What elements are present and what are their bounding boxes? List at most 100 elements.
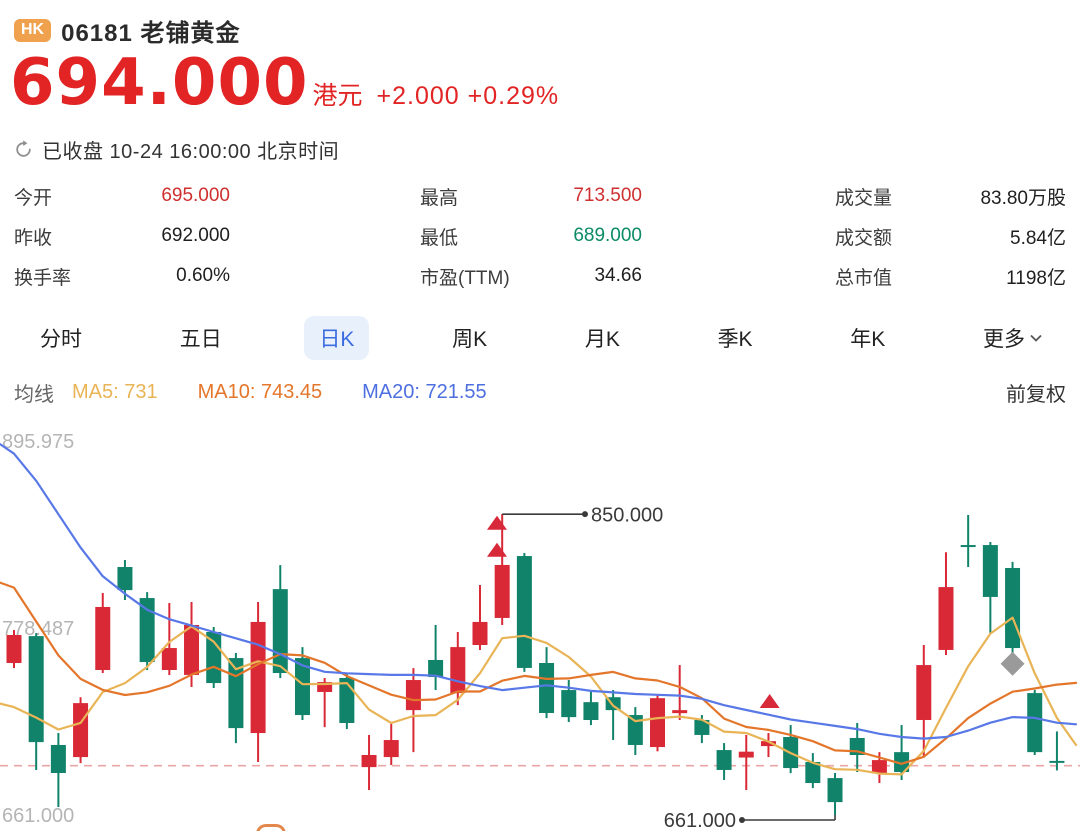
candle xyxy=(361,734,377,791)
stat-value: 695.000 xyxy=(161,185,230,206)
candle xyxy=(650,694,666,752)
tab-label: 分时 xyxy=(40,328,82,351)
tab-分时[interactable]: 分时 xyxy=(25,316,97,360)
titlebar: HK 06181 老铺黄金 xyxy=(14,13,241,48)
price-row: 694.000 港元 +2.000 +0.29% xyxy=(10,49,560,117)
tab-label: 五日 xyxy=(179,328,222,351)
ma-legend-row: 均线 MA5: 731 MA10: 743.45 MA20: 721.55 前复… xyxy=(14,376,1066,408)
candle xyxy=(28,633,44,770)
triangle-up-marker xyxy=(486,515,507,530)
candle xyxy=(428,624,444,691)
stat-value: 0.60% xyxy=(176,265,230,286)
tab-年K[interactable]: 年K xyxy=(835,316,900,360)
tab-季K[interactable]: 季K xyxy=(703,316,768,360)
candlestick-chart[interactable]: 895.975 778.487 661.000 850.000 661.000 xyxy=(0,420,1080,831)
stat-row: 昨收 692.000 xyxy=(14,216,230,256)
ma-legend-title: 均线 xyxy=(14,383,54,406)
candle xyxy=(827,772,843,816)
candle xyxy=(516,553,532,672)
tab-日K[interactable]: 日K xyxy=(304,316,370,360)
y-axis-label: 895.975 xyxy=(2,431,74,453)
status-row: 已收盘 10-24 16:00:00 北京时间 xyxy=(14,135,339,164)
stat-row: 换手率 0.60% xyxy=(14,256,230,296)
candle xyxy=(472,585,488,650)
stat-label: 换手率 xyxy=(14,267,72,289)
diamond-marker xyxy=(1000,651,1025,676)
candle xyxy=(494,514,510,625)
ma10-legend: MA10: 743.45 xyxy=(197,380,323,403)
y-axis-label: 778.487 xyxy=(2,618,74,640)
period-tabs: 分时 五日 日K 周K 月K 季K 年K 更多 xyxy=(25,314,1058,362)
price-change: +2.000 +0.29% xyxy=(376,82,560,110)
candle xyxy=(783,725,799,774)
candle xyxy=(760,733,776,758)
chevron-down-icon xyxy=(1030,334,1042,342)
candle xyxy=(405,668,421,753)
candle xyxy=(805,753,821,789)
candle xyxy=(738,734,754,791)
ma20-legend: MA20: 721.55 xyxy=(362,380,487,403)
candle xyxy=(1049,731,1065,771)
price-annotation: 661.000 xyxy=(664,810,836,831)
stat-label: 总市值 xyxy=(835,267,893,289)
tab-月K[interactable]: 月K xyxy=(570,316,635,360)
candle xyxy=(184,602,200,688)
ma10-line xyxy=(0,581,1078,765)
ma5-legend: MA5: 731 xyxy=(72,380,158,403)
svg-text:850.000: 850.000 xyxy=(591,505,663,527)
candle xyxy=(716,743,732,780)
stat-label: 成交量 xyxy=(835,187,893,209)
candle xyxy=(672,665,688,720)
stat-value: 83.80万股 xyxy=(980,187,1066,209)
candle xyxy=(161,602,177,675)
adjust-mode-toggle[interactable]: 前复权 xyxy=(1006,383,1066,406)
stat-value: 5.84亿 xyxy=(1010,227,1066,249)
tab-label: 周K xyxy=(452,328,488,351)
chart-canvas: 895.975 778.487 661.000 850.000 661.000 xyxy=(0,431,1080,831)
candle xyxy=(539,647,555,719)
candle xyxy=(960,514,976,568)
stats-column-right: 成交量 83.80万股成交额 5.84亿总市值 1198亿 xyxy=(835,176,1066,296)
candle xyxy=(139,592,155,671)
market-status: 已收盘 10-24 16:00:00 北京时间 xyxy=(42,141,340,163)
candle xyxy=(938,552,954,656)
stat-label: 今开 xyxy=(14,187,53,209)
candle xyxy=(6,630,22,669)
stat-row: 成交额 5.84亿 xyxy=(835,216,1066,256)
stat-row: 最低 689.000 xyxy=(420,216,642,256)
stat-row: 最高 713.500 xyxy=(420,176,642,216)
triangle-up-marker xyxy=(486,542,507,557)
stat-value: 689.000 xyxy=(573,225,642,246)
stock-code-name: 06181 老铺黄金 xyxy=(61,20,241,47)
candle xyxy=(95,592,111,674)
stats-column-middle: 最高 713.500 最低 689.000 市盈(TTM) 34.66 xyxy=(420,176,642,296)
stat-label: 昨收 xyxy=(14,227,53,249)
candle xyxy=(1027,690,1043,756)
stat-value: 692.000 xyxy=(161,225,230,246)
tab-label: 季K xyxy=(717,328,753,351)
stat-label: 最高 xyxy=(420,187,459,209)
candle xyxy=(206,627,222,688)
stat-value: 1198亿 xyxy=(1006,267,1066,289)
tab-label: 更多 xyxy=(983,328,1025,351)
tab-label: 日K xyxy=(319,328,355,351)
stat-value: 713.500 xyxy=(573,185,642,206)
candle xyxy=(627,707,643,756)
refresh-icon[interactable] xyxy=(14,140,33,159)
candle xyxy=(50,733,66,808)
stat-label: 最低 xyxy=(420,227,459,249)
ma5-line xyxy=(0,616,1078,776)
stat-value: 34.66 xyxy=(594,265,642,286)
stat-label: 成交额 xyxy=(835,227,893,249)
stat-row: 今开 695.000 xyxy=(14,176,230,216)
stat-label: 市盈(TTM) xyxy=(420,267,510,289)
stat-row: 市盈(TTM) 34.66 xyxy=(420,256,642,296)
stats-column-left: 今开 695.000 昨收 692.000 换手率 0.60% xyxy=(14,176,230,296)
candle xyxy=(982,542,998,634)
candle xyxy=(1005,561,1021,667)
tab-周K[interactable]: 周K xyxy=(437,316,502,360)
tab-五日[interactable]: 五日 xyxy=(165,316,237,360)
tab-更多[interactable]: 更多 xyxy=(968,316,1058,360)
candle xyxy=(272,565,288,679)
ma20-line xyxy=(0,443,1078,740)
